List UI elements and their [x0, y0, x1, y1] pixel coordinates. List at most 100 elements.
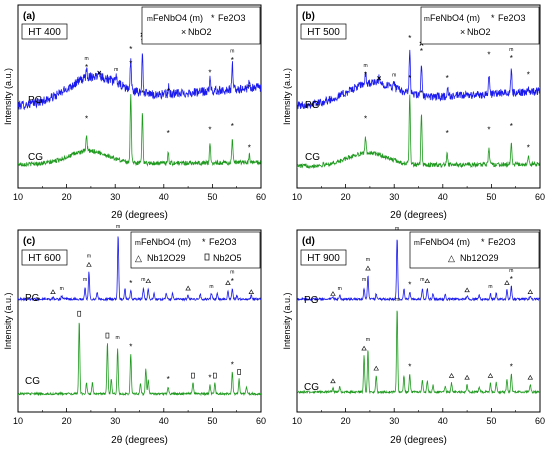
- legend-entry-feNbO4: FeNbO4 (m): [430, 13, 480, 23]
- x-tick-label: 20: [62, 416, 72, 426]
- x-tick-label: 30: [389, 192, 399, 202]
- sample-label-box: [300, 23, 347, 40]
- legend-entry-fe2o3: Fe2O3: [498, 13, 526, 23]
- legend-symbol-nb12o29: △: [135, 253, 142, 263]
- fe2o3-marker: *: [487, 125, 490, 134]
- panel-label: (c): [23, 236, 35, 247]
- nb12o29-marker: [448, 373, 455, 378]
- x-tick-label: 20: [341, 192, 351, 202]
- sample-label: HT 500: [307, 27, 340, 38]
- fe2o3-marker: *: [527, 144, 530, 153]
- fe2o3-marker: *: [248, 83, 251, 92]
- trace-area: [18, 53, 261, 168]
- legend-entry-nbo2: NbO2: [467, 27, 491, 37]
- sample-label-box: [300, 249, 347, 266]
- x-tick-label: 40: [159, 192, 169, 202]
- fe2o3-marker: *: [408, 363, 411, 372]
- sample-label: HT 600: [28, 253, 61, 264]
- series-label-pg: PG: [305, 100, 320, 111]
- y-axis-label: Intensity (a.u.): [282, 68, 292, 125]
- legend-symbol-feNbO4: m: [147, 16, 153, 23]
- nb12o29-marker: [424, 278, 430, 284]
- fe2o3-marker: *: [129, 60, 132, 69]
- legend-entry-feNbO4: FeNbO4 (m): [153, 13, 203, 23]
- fenbo4-marker: m: [392, 72, 396, 78]
- x-tick-label: 50: [486, 192, 496, 202]
- fe2o3-marker: *: [527, 71, 530, 80]
- x-tick-label: 40: [438, 192, 448, 202]
- fe2o3-marker: *: [510, 363, 513, 372]
- fenbo4-marker: m: [114, 67, 118, 73]
- series-label-pg: PG: [25, 293, 40, 304]
- trace-area: [297, 239, 540, 395]
- x-axis: 10 20 30 40 50 60: [292, 408, 545, 426]
- x-tick-label: 30: [110, 416, 120, 426]
- sample-label: HT 900: [307, 253, 340, 264]
- fe2o3-marker: *: [141, 89, 144, 98]
- fenbo4-marker: m: [83, 277, 87, 283]
- nb12o29-marker: [504, 280, 510, 285]
- x-tick-label: 30: [110, 192, 120, 202]
- fenbo4-marker: m: [60, 286, 64, 292]
- fe2o3-marker: *: [364, 114, 367, 123]
- series-cg-line: [18, 322, 261, 397]
- fenbo4-marker: m: [509, 268, 513, 274]
- legend-symbol-nb12o29: △: [448, 253, 455, 263]
- x-tick-label: 20: [341, 416, 351, 426]
- legend-box: [130, 231, 261, 269]
- fe2o3-marker: *: [129, 342, 132, 351]
- x-tick-label: 50: [207, 192, 217, 202]
- series-pg-line: [18, 236, 261, 302]
- panel-label: (a): [23, 11, 35, 22]
- nb12o29-marker: [330, 378, 336, 384]
- nb2o5-marker: [77, 310, 82, 317]
- x-axis-label: 2θ (degrees): [111, 210, 168, 221]
- nbo2-marker: ×: [97, 69, 102, 78]
- x-axis-label: 2θ (degrees): [390, 210, 447, 221]
- trace-area: [297, 49, 540, 170]
- x-axis: 10 20 30 40 50 60: [13, 408, 266, 426]
- fe2o3-marker: *: [85, 114, 88, 123]
- x-tick-label: 20: [62, 192, 72, 202]
- fe2o3-marker: *: [510, 275, 513, 284]
- fenbo4-marker: m: [420, 277, 424, 283]
- fe2o3-marker: *: [231, 56, 234, 65]
- legend-symbol-nb2o5: [204, 253, 210, 261]
- fe2o3-marker: *: [408, 281, 411, 290]
- legend-entry-nbo2: NbO2: [188, 27, 212, 37]
- legend-symbol-feNbO4: m: [135, 240, 141, 247]
- nb12o29-marker: [361, 345, 367, 351]
- fenbo4-marker: m: [488, 284, 492, 290]
- legend-box: [420, 6, 540, 45]
- nb12o29-marker: [527, 374, 534, 380]
- y-axis-label: Intensity (a.u.): [3, 292, 13, 349]
- legend-symbol-nbo2: ×: [181, 27, 186, 37]
- series-label-cg: CG: [28, 152, 43, 163]
- series-pg-line: [18, 53, 261, 111]
- panel-b: (b) HT 500 m*×m*×***m********* m FeNbO4 …: [282, 4, 545, 221]
- fe2o3-marker: *: [167, 129, 170, 138]
- nb2o5-marker: [105, 332, 110, 339]
- series-label-pg: PG: [304, 295, 319, 306]
- nb12o29-marker: [365, 265, 371, 271]
- nb12o29-marker: [464, 287, 470, 293]
- x-tick-label: 30: [389, 416, 399, 426]
- fe2o3-marker: *: [231, 277, 234, 286]
- panel-a: (a) HT 400 m*×m*×***m********* m FeNbO4 …: [3, 4, 266, 221]
- legend-entry-feNbO4: FeNbO4 (m): [420, 237, 470, 247]
- x-tick-label: 60: [256, 192, 266, 202]
- legend-entry-feNbO4: FeNbO4 (m): [141, 237, 191, 247]
- fenbo4-marker: m: [366, 337, 370, 343]
- fenbo4-marker: m: [87, 253, 91, 259]
- sample-label: HT 400: [28, 27, 61, 38]
- series-cg-line: [297, 94, 540, 170]
- nbo2-marker: ×: [377, 74, 382, 83]
- legend-box: [141, 6, 261, 45]
- nb12o29-marker: [527, 289, 534, 294]
- fe2o3-marker: *: [167, 375, 170, 384]
- sample-label-box: [21, 249, 68, 266]
- fe2o3-marker: *: [420, 89, 423, 98]
- series-label-cg: CG: [304, 382, 319, 393]
